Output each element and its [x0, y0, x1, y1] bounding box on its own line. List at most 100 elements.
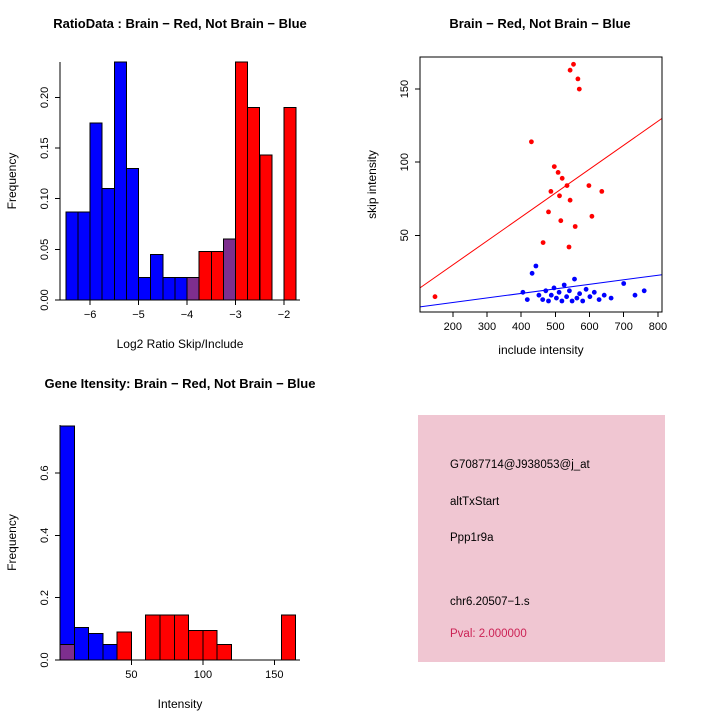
hist-bar-blue [88, 633, 104, 661]
data-point-brain-red [564, 183, 570, 189]
hist-bar-red [247, 107, 261, 301]
data-point-not-brain-blue [561, 282, 567, 288]
hist-bar-red [173, 614, 190, 661]
gene-histogram-plot: 50 100 150 0.0 0.2 0.4 0.6 Intensity Frequency [5, 425, 300, 711]
hist-bar-red [116, 631, 132, 661]
hist-bar-red [159, 614, 175, 661]
data-point-not-brain-blue [591, 289, 597, 295]
y-tick-label: 0.15 [39, 137, 51, 158]
data-point-brain-red [559, 175, 565, 181]
data-point-brain-red [555, 170, 561, 175]
hist-bar-blue [65, 211, 79, 301]
plot-box [419, 56, 663, 313]
data-point-not-brain-blue [641, 288, 647, 294]
event-type: altTxStart [450, 496, 500, 508]
data-point-brain-red [551, 164, 557, 170]
data-point-brain-red [589, 213, 595, 219]
x-axis-label: Log2 Ratio Skip/Include [117, 337, 244, 351]
data-point-not-brain-blue [601, 292, 607, 298]
hist-bar-red [198, 250, 212, 301]
data-point-brain-red [576, 86, 582, 92]
hist-bar-blue [77, 211, 91, 301]
y-tick-label: 0.4 [39, 528, 51, 543]
data-point-not-brain-blue [580, 298, 586, 304]
data-point-not-brain-blue [556, 289, 562, 295]
data-point-not-brain-blue [536, 292, 542, 298]
panel-intensity-scatter: Brain − Red, Not Brain − Blue 200 300 400 5… [360, 0, 720, 360]
data-point-not-brain-blue [632, 292, 638, 298]
data-point-brain-red [571, 61, 576, 67]
hist-bar-red [283, 107, 297, 301]
y-tick-label: 50 [399, 229, 411, 241]
panel-gene-info: G7087714@J938053@j_at altTxStart Ppp1r9a… [360, 360, 720, 720]
data-point-not-brain-blue [596, 297, 602, 302]
x-tick-label: −2 [278, 309, 291, 321]
hist-bar-blue [138, 277, 152, 301]
locus-id: chr6.20507−1.s [450, 596, 530, 608]
hist-bar-blue [102, 643, 118, 661]
data-point-brain-red [567, 67, 573, 73]
data-point-not-brain-blue [554, 295, 559, 301]
intensity-scatter-title: Brain − Red, Not Brain − Blue [449, 16, 631, 31]
data-point-not-brain-blue [551, 285, 557, 291]
data-point-brain-red [557, 193, 562, 199]
x-tick-label: 500 [546, 321, 564, 333]
x-tick-label: 300 [478, 321, 496, 333]
data-point-brain-red [546, 209, 551, 215]
x-tick-label: 100 [194, 669, 212, 681]
data-point-brain-red [567, 197, 573, 203]
y-tick-label: 0.10 [39, 188, 51, 209]
data-point-brain-red [529, 139, 534, 145]
data-point-brain-red [432, 294, 438, 300]
hist-bar-red [216, 643, 232, 661]
data-point-brain-red [572, 224, 578, 229]
ratio-histogram-plot: −6 −5 −4 −3 −2 0.00 0.05 0.10 0.15 0.20 Log2 Ratio… [5, 61, 300, 351]
x-tick-label: −5 [132, 309, 145, 321]
data-point-not-brain-blue [559, 298, 565, 304]
data-point-brain-red [575, 76, 581, 82]
x-axis-label: Intensity [158, 697, 203, 711]
y-tick-label: 0.05 [39, 239, 51, 260]
data-point-not-brain-blue [546, 298, 551, 304]
hist-bar-blue [113, 61, 127, 301]
data-point-not-brain-blue [567, 288, 572, 294]
data-point-not-brain-blue [621, 281, 627, 286]
data-point-not-brain-blue [529, 270, 535, 276]
y-tick-label: 0.00 [39, 289, 51, 310]
x-tick-label: 50 [125, 669, 137, 681]
data-point-not-brain-blue [583, 286, 589, 292]
x-tick-label: 200 [444, 321, 462, 333]
x-tick-label: 600 [580, 321, 598, 333]
data-point-not-brain-blue [569, 298, 575, 304]
x-tick-label: 150 [265, 669, 283, 681]
data-point-not-brain-blue [543, 288, 549, 294]
data-point-brain-red [548, 189, 554, 194]
hist-bar-red [145, 614, 161, 661]
hist-bar-blue [174, 277, 188, 301]
hist-bar-purple [186, 277, 200, 301]
x-tick-label: −6 [84, 309, 97, 321]
hist-bar-blue [59, 425, 75, 661]
fit-line-blue [419, 274, 663, 308]
gene-symbol: Ppp1r9a [450, 532, 494, 544]
hist-bar-red [202, 629, 218, 661]
x-tick-label: 400 [512, 321, 530, 333]
gene-info-box: G7087714@J938053@j_at altTxStart Ppp1r9a… [418, 415, 665, 662]
data-point-not-brain-blue [520, 289, 526, 295]
y-tick-label: 100 [399, 153, 411, 171]
x-axis-label: include intensity [498, 343, 583, 357]
data-point-not-brain-blue [572, 276, 577, 282]
x-tick-label: 800 [649, 321, 667, 333]
hist-bar-red [280, 614, 297, 661]
data-point-not-brain-blue [574, 295, 580, 301]
hist-bar-red [259, 154, 273, 301]
hist-bar-blue [73, 626, 90, 661]
hist-bar-red [188, 629, 204, 661]
panel-ratio-histogram: RatioData : Brain − Red, Not Brain − Blu… [0, 0, 360, 360]
hist-bar-purple [59, 643, 75, 661]
data-point-not-brain-blue [533, 263, 539, 269]
intensity-scatter-plot: 200 300 400 500 600 700 800 50 100 150 include int… [365, 56, 667, 357]
data-point-not-brain-blue [524, 297, 530, 302]
panel-gene-histogram: Gene Itensity: Brain − Red, Not Brain − … [0, 360, 360, 720]
